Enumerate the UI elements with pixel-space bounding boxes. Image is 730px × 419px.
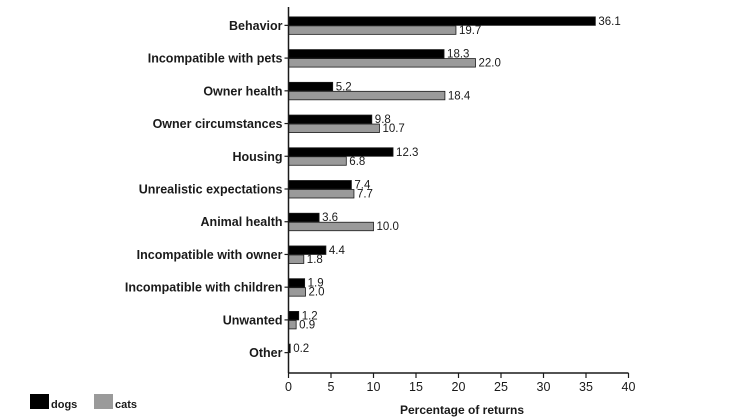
data-label-cats: 10.7: [382, 123, 404, 135]
bar-dogs: [288, 81, 334, 92]
legend-label-dogs: dogs: [51, 399, 77, 411]
data-label-dogs: 12.3: [396, 147, 418, 159]
legend-swatch-dogs: [30, 394, 49, 409]
category-labels: Behavior Incompatible with pets Owner heal…: [125, 19, 283, 360]
category-label: Owner circumstances: [153, 117, 283, 131]
x-tick-label: 25: [494, 380, 508, 394]
data-label-cats: 22.0: [479, 58, 501, 70]
x-tick-label: 5: [328, 380, 335, 394]
legend: dogs cats: [30, 394, 137, 411]
data-label-dogs: 1.2: [302, 310, 318, 322]
category-label: Unwanted: [223, 313, 283, 327]
bar-cats: [288, 90, 446, 101]
category-label: Unrealistic expectations: [139, 183, 283, 197]
data-label-cats: 10.0: [377, 221, 399, 233]
bar-dogs: [288, 49, 445, 59]
data-label-dogs: 36.1: [598, 16, 620, 28]
data-label-cats: 18.4: [448, 90, 471, 102]
bar-cats: [288, 189, 355, 199]
x-tick-label: 20: [452, 380, 466, 394]
bar-dogs: [288, 180, 352, 190]
x-axis-title: Percentage of returns: [400, 403, 524, 417]
category-label: Owner health: [203, 84, 282, 98]
data-label-dogs: 0.2: [293, 343, 309, 355]
data-label-dogs: 4.4: [329, 245, 346, 257]
bar-cats: [288, 287, 306, 297]
x-tick-label: 10: [367, 380, 381, 394]
data-label-dogs: 3.6: [322, 212, 338, 224]
x-tick-label: 35: [579, 380, 593, 394]
bar-dogs: [288, 147, 394, 157]
bar-dogs: [288, 212, 320, 223]
data-label-dogs: 5.2: [336, 81, 352, 93]
data-label-cats: 1.8: [307, 254, 323, 266]
category-label: Housing: [233, 150, 283, 164]
x-axis: 0 5 10 15 20 25 30 35 40: [285, 372, 636, 394]
data-label-cats: 2.0: [309, 287, 325, 299]
x-tick-label: 30: [537, 380, 551, 394]
x-tick-label: 15: [409, 380, 423, 394]
data-label-cats: 19.7: [459, 25, 481, 37]
bar-dogs: [288, 114, 373, 124]
x-tick-label: 0: [285, 380, 292, 394]
category-label: Incompatible with pets: [148, 52, 283, 66]
data-label-dogs: 1.9: [308, 278, 324, 290]
data-label-dogs: 7.4: [354, 180, 371, 192]
legend-swatch-cats: [94, 394, 113, 409]
bar-cats: [288, 254, 305, 264]
bar-cats: [288, 25, 457, 35]
category-label: Animal health: [201, 215, 283, 229]
data-labels: 36.1 19.7 18.3 22.0 5.2 18.4 9.810.7 12.3 6.8 7.4…: [293, 16, 621, 355]
data-label-cats: 6.8: [349, 156, 365, 168]
x-tick-label: 40: [622, 380, 636, 394]
legend-label-cats: cats: [115, 399, 137, 411]
bar-cats: [288, 320, 297, 330]
data-label-cats: 0.9: [299, 319, 315, 331]
bar-dogs: [288, 311, 300, 321]
category-label: Other: [249, 346, 282, 360]
category-label: Behavior: [229, 19, 283, 33]
bars: [288, 16, 596, 354]
data-label-cats: 7.7: [357, 189, 373, 201]
bar-dogs: [288, 278, 306, 288]
bar-cats: [288, 156, 347, 166]
bar-cats: [288, 123, 380, 133]
y-axis: [284, 7, 290, 373]
category-label: Incompatible with children: [125, 281, 283, 295]
data-label-dogs: 9.8: [375, 114, 391, 126]
category-label: Incompatible with owner: [137, 248, 283, 262]
data-label-dogs: 18.3: [447, 49, 469, 61]
bar-dogs: [288, 16, 596, 26]
